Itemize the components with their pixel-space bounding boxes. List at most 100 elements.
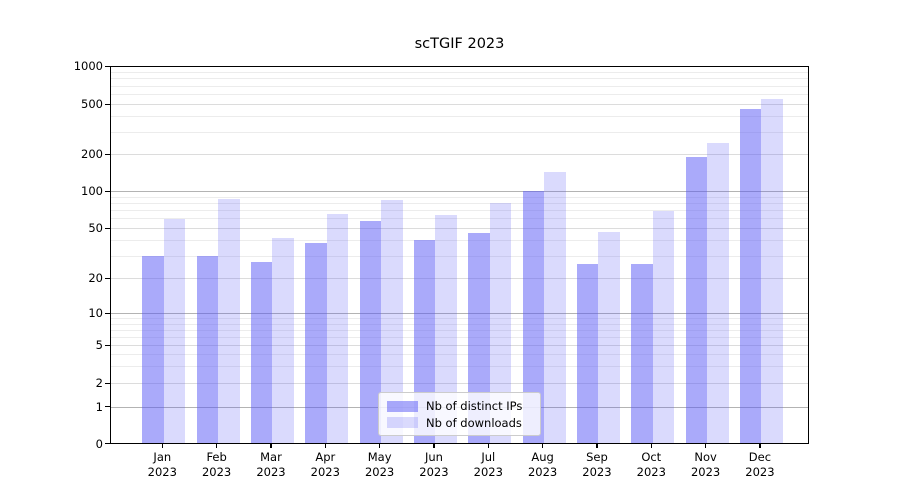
ytick-label-2: 2	[95, 376, 103, 391]
ytick-label-1: 1	[95, 399, 103, 414]
ytick-mark-0	[105, 443, 110, 445]
bar-distinct-ips-feb-2023	[196, 256, 219, 444]
xtick-label-apr: Apr 2023	[310, 450, 340, 479]
legend-swatch-distinct-ips	[387, 400, 418, 412]
legend-label-downloads: Nb of downloads	[426, 415, 522, 430]
gridline-3	[110, 366, 809, 368]
bar-distinct-ips-nov-2023	[685, 157, 708, 444]
gridline-10	[110, 313, 809, 315]
bar-downloads-may-2023	[381, 200, 403, 444]
bar-distinct-ips-sep-2023	[576, 263, 599, 444]
xtick-mark-oct	[650, 443, 652, 448]
gridline-70	[110, 210, 809, 212]
bar-distinct-ips-dec-2023	[739, 109, 762, 444]
gridline-100	[110, 191, 809, 192]
xtick-label-mar: Mar 2023	[256, 450, 286, 479]
ytick-label-500: 500	[81, 97, 103, 112]
legend-item-downloads: Nb of downloads	[387, 415, 532, 432]
xtick-mark-may	[379, 443, 381, 448]
gridline-2	[110, 383, 809, 385]
gridline-80	[110, 203, 809, 204]
gridline-30	[110, 256, 809, 258]
xtick-label-jul: Jul 2023	[473, 450, 503, 479]
bar-downloads-jul-2023	[489, 203, 512, 444]
bar-downloads-jun-2023	[435, 215, 457, 444]
gridline-600	[110, 94, 809, 96]
legend-item-distinct-ips: Nb of distinct IPs	[387, 398, 532, 415]
bar-downloads-nov-2023	[707, 143, 729, 444]
ytick-mark-5	[105, 344, 110, 346]
bar-downloads-feb-2023	[218, 199, 240, 444]
gridline-900	[110, 71, 809, 73]
gridline-6	[110, 336, 809, 338]
ytick-label-0: 0	[95, 436, 103, 451]
gridline-7	[110, 329, 809, 331]
ytick-label-20: 20	[88, 271, 103, 286]
xtick-label-oct: Oct 2023	[636, 450, 666, 479]
bar-downloads-jan-2023	[163, 219, 186, 444]
gridline-9	[110, 318, 809, 320]
bar-downloads-mar-2023	[272, 237, 294, 444]
ytick-label-10: 10	[88, 306, 103, 321]
gridline-800	[110, 78, 809, 80]
bar-distinct-ips-apr-2023	[305, 243, 327, 444]
xtick-label-aug: Aug 2023	[527, 450, 558, 479]
xtick-mark-jun	[433, 443, 435, 448]
legend-label-distinct-ips: Nb of distinct IPs	[426, 399, 523, 414]
gridline-50	[110, 228, 809, 230]
ytick-mark-1000	[105, 65, 110, 67]
xtick-label-dec: Dec 2023	[745, 450, 775, 479]
xtick-label-jan: Jan 2023	[147, 450, 177, 479]
bar-downloads-apr-2023	[326, 214, 349, 444]
xtick-mark-sep	[596, 443, 598, 448]
chart-title: scTGIF 2023	[414, 36, 505, 52]
xtick-label-nov: Nov 2023	[690, 450, 721, 479]
xtick-mark-jul	[487, 443, 489, 448]
gridline-700	[110, 85, 809, 87]
gridline-40	[110, 240, 809, 242]
ytick-mark-100	[105, 190, 110, 192]
bar-downloads-sep-2023	[598, 231, 620, 444]
ytick-mark-10	[105, 312, 110, 314]
ytick-mark-50	[105, 227, 110, 229]
ytick-mark-200	[105, 153, 110, 155]
xtick-label-jun: Jun 2023	[419, 450, 449, 479]
xtick-mark-aug	[542, 443, 544, 448]
ytick-mark-2	[105, 382, 110, 384]
xtick-mark-nov	[705, 443, 707, 448]
ytick-label-100: 100	[81, 184, 103, 198]
xtick-mark-feb	[216, 443, 218, 448]
bar-distinct-ips-may-2023	[359, 221, 382, 444]
plot-area	[110, 66, 809, 444]
gridline-90	[110, 196, 809, 198]
xtick-mark-dec	[759, 443, 761, 448]
xtick-mark-jan	[161, 443, 163, 448]
ytick-mark-500	[105, 103, 110, 105]
bar-distinct-ips-jan-2023	[142, 256, 164, 444]
gridline-5	[110, 345, 809, 346]
xtick-label-sep: Sep 2023	[582, 450, 612, 479]
xtick-mark-mar	[270, 443, 272, 448]
ytick-label-1000: 1000	[73, 59, 103, 73]
bar-distinct-ips-mar-2023	[250, 261, 273, 444]
bar-downloads-oct-2023	[652, 210, 675, 444]
xtick-mark-apr	[324, 443, 326, 448]
ytick-label-5: 5	[95, 338, 103, 352]
bar-downloads-dec-2023	[761, 99, 783, 444]
gridline-400	[110, 116, 809, 118]
ytick-label-50: 50	[88, 221, 103, 236]
legend-swatch-downloads	[387, 417, 418, 429]
bar-downloads-aug-2023	[544, 172, 566, 444]
ytick-label-200: 200	[81, 147, 103, 162]
xtick-label-feb: Feb 2023	[201, 450, 232, 479]
bar-distinct-ips-oct-2023	[631, 263, 653, 444]
gridline-4	[110, 354, 809, 356]
gridline-20	[110, 278, 809, 280]
bar-distinct-ips-jul-2023	[468, 232, 490, 444]
gridline-60	[110, 218, 809, 220]
ytick-mark-1	[105, 406, 110, 408]
ytick-mark-20	[105, 277, 110, 279]
legend: Nb of distinct IPs Nb of downloads	[378, 392, 541, 436]
gridline-300	[110, 132, 809, 134]
